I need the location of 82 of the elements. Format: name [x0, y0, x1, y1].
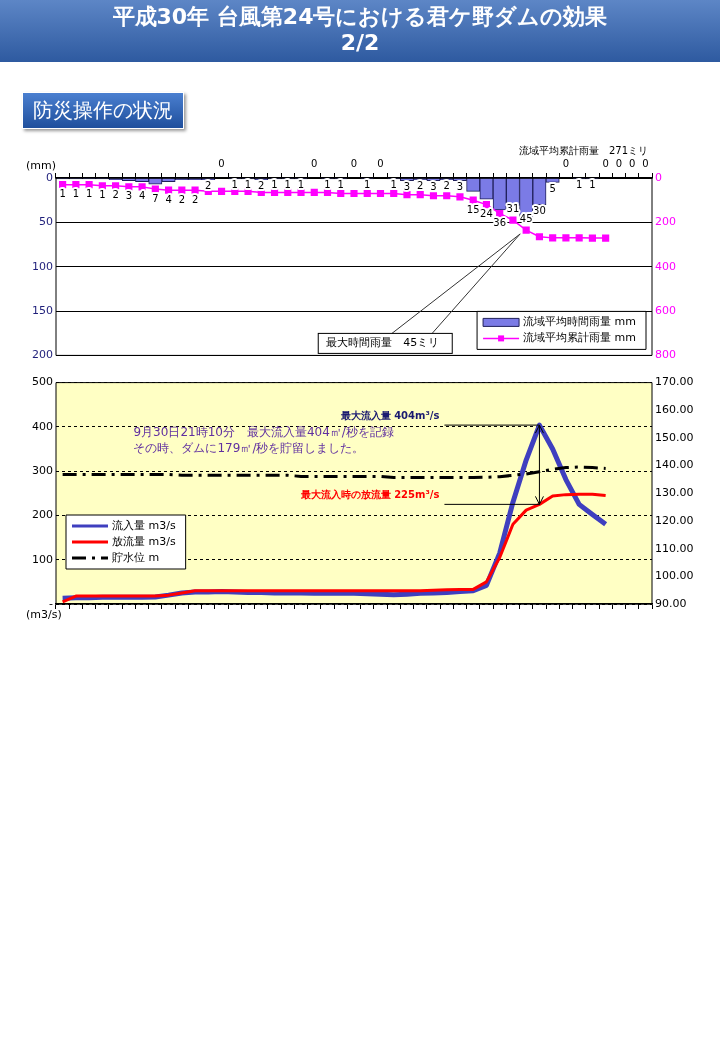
data-label: 0: [350, 157, 358, 169]
annotation: 最大時間雨量 45ミリ: [326, 336, 440, 350]
y-tick-label: 50: [39, 215, 53, 229]
data-label: 15: [466, 203, 480, 215]
data-label: 1: [589, 179, 596, 191]
data-label: 3: [430, 181, 437, 193]
y2-tick-label: 600: [655, 303, 676, 317]
y2-tick-label: 100.00: [655, 569, 694, 583]
y2-tick-label: 90.00: [655, 596, 687, 610]
y2-tick-label: 140.00: [655, 458, 694, 472]
y2-tick-label: 400: [655, 259, 676, 273]
y2-tick-label: 130.00: [655, 486, 694, 500]
data-label: 2: [178, 193, 186, 205]
y2-tick-label: 110.00: [655, 541, 694, 555]
y-tick-label: 400: [32, 419, 53, 433]
legend-label: 放流量 m3/s: [112, 534, 176, 548]
data-label: 1: [231, 179, 238, 191]
data-label: 7: [152, 192, 159, 204]
y-axis-title: (mm): [26, 159, 57, 173]
chart-title: 平成30年 台風第24号における君ケ野ダムの効果 2/2: [0, 0, 720, 62]
annotation: 9月30日21時10分 最大流入量404㎥/秒を記録: [133, 425, 394, 440]
data-label: 2: [443, 180, 450, 192]
data-label: 1: [284, 179, 291, 191]
data-label: 2: [417, 180, 424, 192]
annotation: 最大流入量 404m³/s: [339, 409, 440, 421]
data-label: 1: [99, 189, 106, 201]
data-label: 24: [480, 208, 493, 220]
data-label: 3: [125, 190, 133, 202]
y2-tick-label: 200: [655, 215, 676, 229]
data-label: 1: [85, 188, 93, 200]
legend-label: 流域平均時間雨量 mm: [523, 315, 637, 329]
data-label: 1: [72, 188, 80, 200]
data-label: 1: [390, 179, 397, 191]
data-label: 0: [628, 157, 636, 169]
data-label: 30: [533, 205, 546, 217]
data-label: 0: [562, 157, 570, 169]
data-label: 31: [506, 202, 520, 214]
data-label: 0: [377, 157, 384, 169]
data-label: 2: [112, 189, 119, 201]
chart-subtitle: 防災操作の状況: [22, 92, 184, 129]
data-label: 1: [324, 179, 331, 191]
annotation: その時、ダムに179㎥/秒を貯留しました。: [133, 441, 365, 456]
y2-tick-label: 160.00: [655, 403, 694, 417]
data-label: 5: [549, 183, 556, 195]
data-label: 0: [615, 157, 623, 169]
y2-tick-label: 120.00: [655, 513, 694, 527]
data-label: 1: [337, 179, 344, 191]
y2-tick-label: 0: [655, 170, 662, 184]
legend-label: 流域平均累計雨量 mm: [523, 331, 637, 345]
y-tick-label: 150: [32, 303, 53, 317]
data-label: 2: [258, 180, 265, 192]
text: 流域平均累計雨量 271ミリ: [518, 144, 648, 156]
data-label: 0: [311, 157, 318, 169]
y-tick-label: 300: [32, 464, 53, 478]
y-tick-label: -: [49, 596, 54, 610]
y-tick-label: 200: [32, 508, 53, 522]
y2-tick-label: 150.00: [655, 430, 694, 444]
data-label: 0: [642, 157, 649, 169]
annotation: 最大流入時の放流量 225m³/s: [299, 488, 440, 500]
y2-tick-label: 800: [655, 348, 676, 362]
data-label: 0: [218, 157, 225, 169]
legend-label: 流入量 m3/s: [112, 518, 176, 532]
data-label: 1: [59, 188, 66, 200]
data-label: 1: [297, 179, 305, 191]
data-label: 1: [364, 179, 371, 191]
data-label: 1: [271, 179, 278, 191]
y-tick-label: 200: [32, 348, 53, 362]
data-label: 1: [575, 179, 583, 191]
data-label: 4: [138, 190, 146, 202]
y-tick-label: 500: [32, 375, 53, 389]
y-tick-label: 100: [32, 259, 53, 273]
data-label: 2: [191, 193, 199, 205]
y2-tick-label: 170.00: [655, 375, 694, 389]
data-label: 3: [403, 181, 411, 193]
legend-label: 貯水位 m: [112, 550, 160, 564]
data-label: 1: [244, 179, 252, 191]
data-label: 4: [165, 193, 172, 205]
y-tick-label: 100: [32, 552, 53, 566]
y-axis-title: (m3/s): [26, 608, 62, 622]
y-tick-label: 0: [46, 170, 53, 184]
data-label: 3: [456, 181, 464, 193]
data-label: 0: [602, 157, 609, 169]
